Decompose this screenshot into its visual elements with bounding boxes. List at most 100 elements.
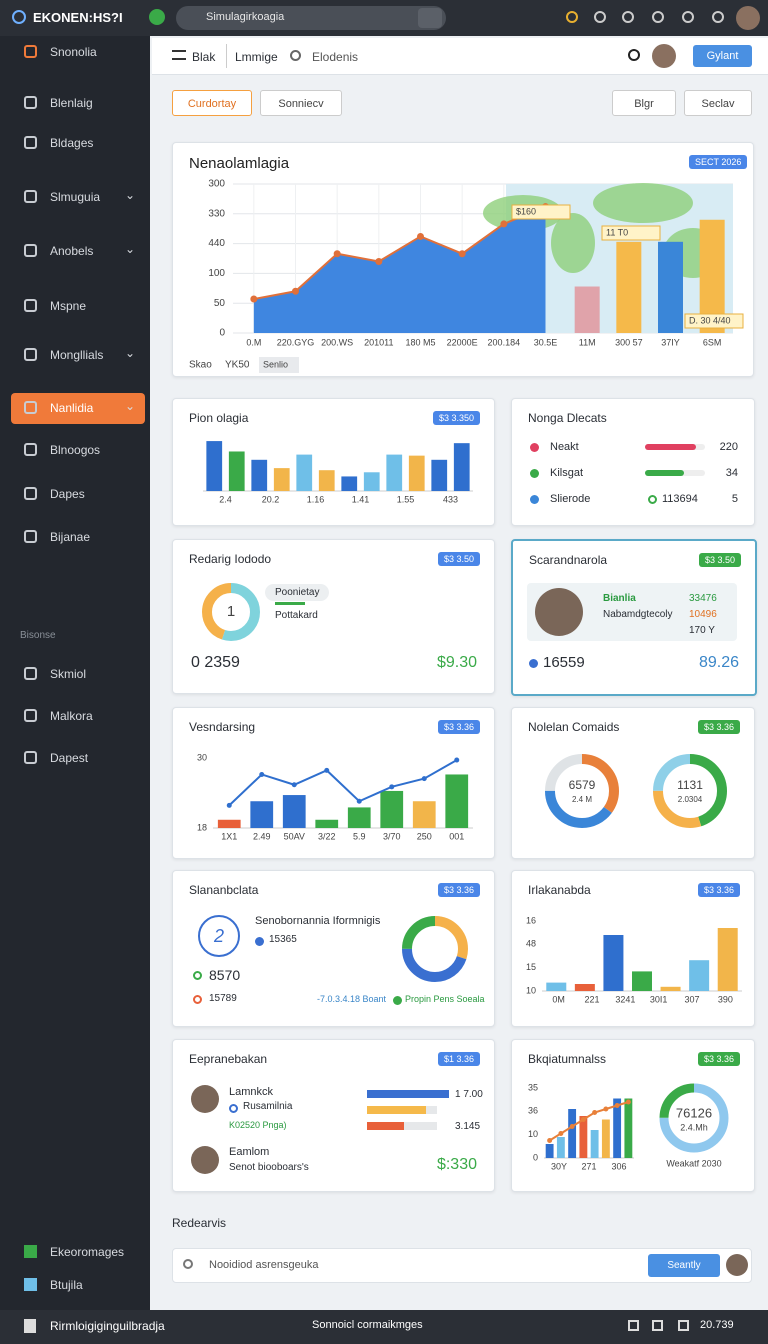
nav-icon [24, 709, 37, 722]
nav-item[interactable]: Ekeoromages [50, 1245, 125, 1259]
chip-bar [275, 602, 305, 605]
x-tick-label: 2.4 [219, 494, 232, 504]
bar [613, 1098, 622, 1158]
chevron: ⌄ [125, 399, 136, 413]
stat-right: 89.26 [698, 654, 739, 671]
line-point [592, 1110, 598, 1115]
p1: Lamnkck [229, 1086, 274, 1098]
nav-item[interactable]: Mongllials [50, 348, 104, 362]
x-tick-label: 11M [579, 337, 596, 347]
x-tick-label: 200.184 [488, 337, 521, 347]
dot [648, 495, 657, 504]
y-tick-label: 0 [219, 328, 225, 339]
nav-item[interactable]: Mspne [50, 299, 87, 313]
nav-icon [24, 667, 37, 680]
y-tick-label: 15 [526, 962, 536, 972]
card-title: Redarig Iododo [189, 552, 272, 566]
nav-icon [24, 45, 37, 58]
annotation: 11 T0 [606, 227, 628, 237]
footer-icon [652, 1320, 663, 1331]
brand-icon [12, 10, 26, 24]
bar [367, 1106, 427, 1114]
chevron: ⌄ [125, 242, 136, 256]
search-button[interactable]: Seantly [648, 1254, 720, 1277]
avatar [191, 1085, 219, 1113]
map-land [551, 213, 595, 273]
nav-item[interactable]: Btujila [50, 1278, 83, 1292]
donut-center: 1131 [677, 778, 703, 792]
map-land [593, 183, 693, 223]
x-tick-label: 250 [417, 831, 432, 841]
brand: EKONEN:HS?I [33, 10, 123, 25]
nav-icon [24, 1245, 37, 1258]
y-tick-label: 330 [208, 208, 225, 219]
menu-label[interactable]: Blak [192, 50, 216, 64]
stat-left: 16559 [543, 654, 585, 671]
nav-item[interactable]: Slmuguia [50, 190, 101, 204]
footer [0, 1310, 768, 1344]
nav-item[interactable]: Bldages [50, 136, 94, 150]
nav-icon [24, 401, 37, 414]
footer-icon [678, 1320, 689, 1331]
legend-item: YK50 [225, 360, 250, 371]
bar [545, 1144, 554, 1158]
nav-item[interactable]: Skmiol [50, 667, 87, 681]
filter-button[interactable]: Blgr [612, 90, 676, 116]
dot [393, 996, 402, 1005]
nav-item[interactable]: Anobels [50, 244, 94, 258]
x-tick-label: 180 M5 [405, 337, 435, 347]
footer-left: Rirmloigiginguilbradja [50, 1319, 165, 1333]
card-title: Scarandnarola [529, 553, 608, 567]
nav-item[interactable]: Malkora [50, 709, 93, 723]
nav-item[interactable]: Dapest [50, 751, 89, 765]
nav-item[interactable]: Snonolia [50, 45, 97, 59]
photo [535, 588, 583, 636]
x-tick-label: 6SM [703, 337, 722, 347]
search-input[interactable]: Nooidiod asrensgeuka [209, 1259, 319, 1271]
tab[interactable]: Lmmige [235, 50, 278, 64]
card-title: Slananbclata [189, 883, 259, 897]
x-tick-label: 220.GYG [277, 337, 315, 347]
avatar [726, 1254, 748, 1276]
p2: Eamlom [229, 1146, 270, 1158]
filter-button[interactable]: Sonniecv [260, 90, 342, 116]
y-tick-label: 35 [528, 1082, 538, 1092]
chart-area: 2 [198, 915, 468, 982]
search-label[interactable]: Elodenis [312, 50, 359, 64]
nav-item[interactable]: Bijanae [50, 530, 91, 544]
x-tick-label: 0M [552, 994, 565, 1004]
bar [341, 476, 358, 491]
header-button[interactable]: Gylant [693, 45, 752, 67]
card-title: Vesndarsing [189, 720, 256, 734]
v3: 170 Y [689, 625, 715, 636]
card: Bkqiatumnalss $3 3.36 30Y 271 306 35 36 10 0 7612… [511, 1039, 755, 1192]
line-point [226, 802, 232, 808]
row-label: Slierode [550, 493, 591, 505]
donut-segment [653, 754, 727, 828]
row-label: Neakt [550, 441, 579, 453]
chart-badge: SECT 2026 [689, 155, 748, 169]
head: Senobornannia Iformnigis [255, 915, 381, 927]
area [253, 206, 546, 333]
line-point [356, 798, 362, 804]
p1c: K02520 Pnga) [229, 1120, 287, 1130]
nav-item[interactable]: Blenlaig [50, 96, 93, 110]
donut-segment [402, 916, 468, 982]
nav-item[interactable]: Dapes [50, 487, 85, 501]
filter-button[interactable]: Seclav [684, 90, 752, 116]
nav-item[interactable]: Nanlidia [50, 401, 94, 415]
bar [250, 801, 274, 828]
filter-button[interactable]: Curdortay [172, 90, 252, 116]
row-value: 5 [731, 493, 738, 505]
dot [229, 1104, 238, 1113]
row-value: 220 [719, 441, 738, 453]
chevron: ⌄ [125, 346, 136, 360]
b3: 3.145 [455, 1121, 481, 1132]
bar [386, 454, 403, 491]
stat-left: 0 2359 [191, 654, 240, 671]
card: Slananbclata $3 3.36 2 Senobornannia Iformn… [172, 870, 495, 1027]
card-badge: $3 3.50 [698, 553, 741, 567]
nav-item[interactable]: Blnoogos [50, 443, 101, 457]
dot [255, 937, 264, 946]
x-tick-label: 1.16 [307, 494, 325, 504]
